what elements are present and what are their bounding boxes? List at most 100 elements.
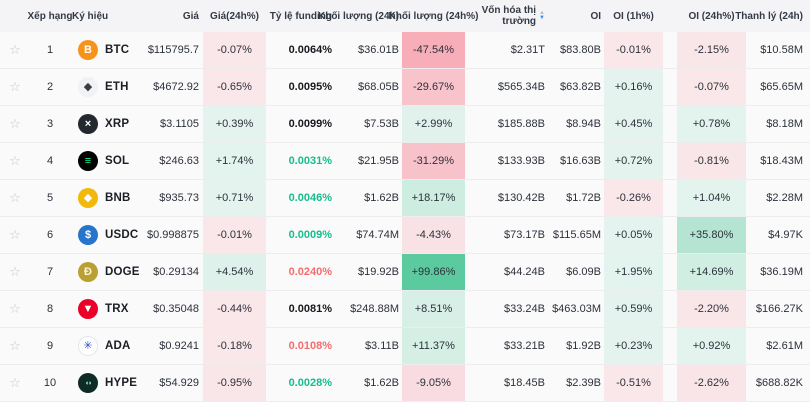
row-spacer [663, 254, 677, 290]
sort-descending-icon: ▲ ▼ [539, 10, 545, 21]
favorite-star-icon[interactable]: ☆ [9, 42, 21, 57]
oi-1h-cell: +0.45% [604, 106, 663, 142]
coin-symbol: BNB [105, 192, 131, 204]
market-cap-cell: $73.17B [504, 229, 545, 241]
volume-cell: $3.11B [364, 340, 399, 352]
favorite-star-icon[interactable]: ☆ [9, 116, 21, 131]
volume-cell: $21.95B [358, 155, 399, 167]
market-cap-cell: $185.88B [497, 118, 545, 130]
table-row[interactable]: ☆ 7 Ð DOGE $0.29134 +4.54% 0.0240% $19.9… [0, 254, 810, 291]
volume-cell: $7.53B [364, 118, 399, 130]
symbol-cell[interactable]: ≡ SOL [72, 143, 132, 179]
table-row[interactable]: ☆ 4 ≡ SOL $246.63 +1.74% 0.0031% $21.95B… [0, 143, 810, 180]
favorite-star-icon[interactable]: ☆ [9, 153, 21, 168]
price-cell: $935.73 [159, 192, 199, 204]
table-row[interactable]: ☆ 6 $ USDC $0.998875 -0.01% 0.0009% $74.… [0, 217, 810, 254]
symbol-cell[interactable]: × XRP [72, 106, 132, 142]
symbol-cell[interactable]: ◆ ETH [72, 69, 132, 105]
col-header-oi-24h[interactable]: OI (24h%) [688, 10, 735, 22]
funding-rate-value: 0.0108% [288, 340, 332, 352]
col-header-liquidation-24h[interactable]: Thanh lý (24h) [735, 10, 803, 22]
oi-1h-cell: +0.59% [604, 291, 663, 327]
table-row[interactable]: ☆ 5 ◆ BNB $935.73 +0.71% 0.0046% $1.62B … [0, 180, 810, 217]
volume-change-cell: +8.51% [402, 291, 465, 327]
col-header-price[interactable]: Giá [182, 10, 199, 22]
market-cap-header-label: Vốn hóa thị trường [481, 5, 537, 27]
favorite-star-icon[interactable]: ☆ [9, 338, 21, 353]
rank-cell: 6 [46, 229, 54, 241]
col-header-oi-1h[interactable]: OI (1h%) [613, 10, 654, 22]
oi-cell: $1.72B [566, 192, 601, 204]
coin-symbol: BTC [105, 44, 130, 56]
price-cell: $0.998875 [147, 229, 199, 241]
market-cap-cell: $133.93B [497, 155, 545, 167]
funding-rate-value: 0.0064% [288, 44, 332, 56]
funding-rate-cell: 0.0095% [266, 69, 336, 105]
usdc-coin-icon: $ [78, 225, 98, 245]
favorite-star-icon[interactable]: ☆ [9, 264, 21, 279]
col-header-market-cap[interactable]: Vốn hóa thị trường ▲ ▼ [465, 0, 548, 32]
symbol-cell[interactable]: ◆ BNB [72, 180, 132, 216]
liquidation-cell: $8.18M [766, 118, 803, 130]
funding-rate-cell: 0.0081% [266, 291, 336, 327]
col-header-volume-24h[interactable]: Khối lượng (24h) [317, 10, 399, 22]
price-change-cell: -0.65% [203, 69, 266, 105]
table-row[interactable]: ☆ 2 ◆ ETH $4672.92 -0.65% 0.0095% $68.05… [0, 69, 810, 106]
favorite-star-icon[interactable]: ☆ [9, 375, 21, 390]
oi-1h-cell: +0.72% [604, 143, 663, 179]
price-cell: $3.1105 [160, 118, 199, 130]
volume-cell: $36.01B [358, 44, 399, 56]
oi-cell: $1.92B [566, 340, 601, 352]
table-row[interactable]: ☆ 10 ◖◗ HYPE $54.929 -0.95% 0.0028% $1.6… [0, 365, 810, 402]
favorite-star-icon[interactable]: ☆ [9, 190, 21, 205]
liquidation-cell: $166.27K [755, 303, 803, 315]
symbol-cell[interactable]: ✳ ADA [72, 328, 132, 364]
row-spacer [663, 69, 677, 105]
table-row[interactable]: ☆ 8 ▼ TRX $0.35048 -0.44% 0.0081% $248.8… [0, 291, 810, 328]
oi-1h-cell: +0.16% [604, 69, 663, 105]
col-header-favorite[interactable] [0, 0, 28, 32]
row-spacer [663, 143, 677, 179]
symbol-cell[interactable]: Ð DOGE [72, 254, 139, 290]
volume-cell: $74.74M [356, 229, 399, 241]
liquidation-cell: $688.82K [755, 377, 803, 389]
row-spacer [663, 32, 677, 68]
col-header-symbol[interactable]: Ký hiệu [72, 10, 109, 22]
funding-rate-cell: 0.0240% [266, 254, 336, 290]
symbol-cell[interactable]: ◖◗ HYPE [72, 365, 137, 401]
favorite-star-icon[interactable]: ☆ [9, 227, 21, 242]
table-row[interactable]: ☆ 1 B BTC $115795.7 -0.07% 0.0064% $36.0… [0, 32, 810, 69]
rank-cell: 2 [46, 81, 54, 93]
liquidation-cell: $65.65M [760, 81, 803, 93]
market-cap-cell: $18.45B [504, 377, 545, 389]
price-change-cell: -0.44% [203, 291, 266, 327]
funding-rate-value: 0.0009% [288, 229, 332, 241]
symbol-cell[interactable]: $ USDC [72, 217, 138, 253]
coin-symbol: ADA [105, 340, 131, 352]
symbol-cell[interactable]: B BTC [72, 32, 132, 68]
oi-24h-cell: -0.81% [677, 143, 746, 179]
symbol-cell[interactable]: ▼ TRX [72, 291, 132, 327]
col-header-rank[interactable]: Xếp hạng [27, 10, 73, 22]
col-header-price-change-24h[interactable]: Giá(24h%) [210, 10, 259, 22]
col-header-volume-change-24h[interactable]: Khối lượng (24h%) [388, 10, 479, 22]
volume-change-cell: +2.99% [402, 106, 465, 142]
oi-24h-cell: -2.20% [677, 291, 746, 327]
coin-symbol: HYPE [105, 377, 138, 389]
row-spacer [663, 328, 677, 364]
col-header-funding-rate[interactable]: Tỷ lệ funding [269, 10, 332, 22]
funding-rate-value: 0.0081% [288, 303, 332, 315]
volume-cell: $19.92B [358, 266, 399, 278]
favorite-star-icon[interactable]: ☆ [9, 301, 21, 316]
coin-symbol: USDC [105, 229, 139, 241]
table-row[interactable]: ☆ 9 ✳ ADA $0.9241 -0.18% 0.0108% $3.11B … [0, 328, 810, 365]
row-spacer [663, 217, 677, 253]
col-header-spacer [663, 0, 677, 32]
row-spacer [663, 106, 677, 142]
volume-change-cell: -47.54% [402, 32, 465, 68]
oi-cell: $115.65M [552, 229, 601, 241]
table-row[interactable]: ☆ 3 × XRP $3.1105 +0.39% 0.0099% $7.53B … [0, 106, 810, 143]
favorite-star-icon[interactable]: ☆ [9, 79, 21, 94]
col-header-oi[interactable]: OI [590, 10, 601, 22]
